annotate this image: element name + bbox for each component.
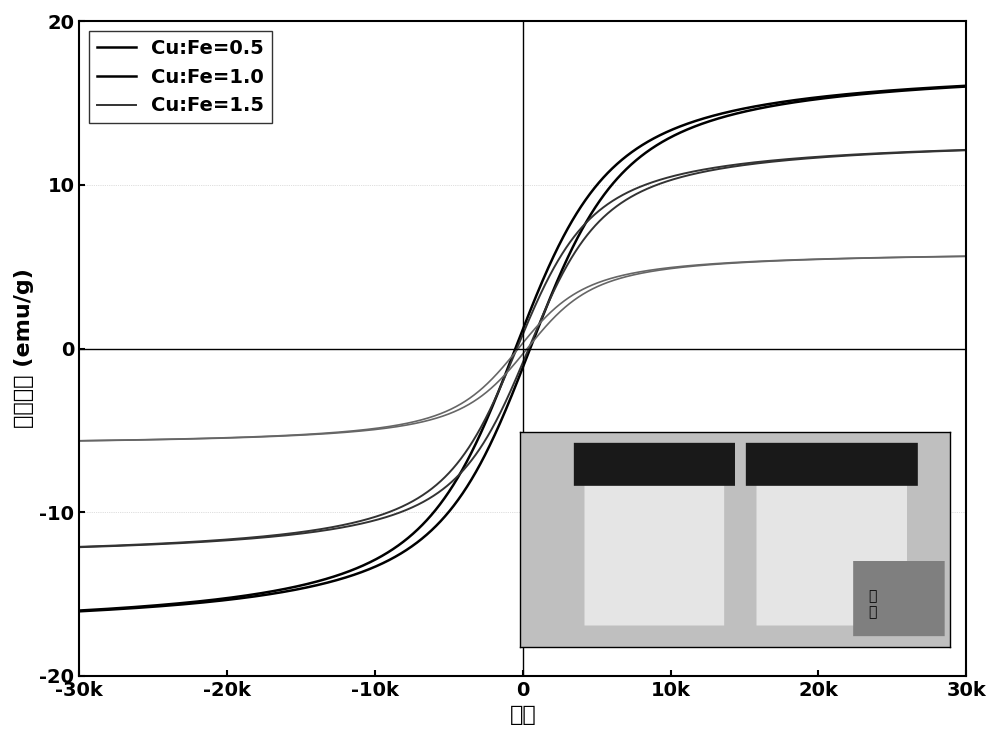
Cu:Fe=0.5: [481, 415, 493, 423]
Cu:Fe=1.5: [481, 379, 493, 388]
Line: Cu:Fe=0.5: Cu:Fe=0.5: [79, 86, 966, 610]
Cu:Fe=1.0: [481, 411, 493, 420]
Cu:Fe=1.0: [119, 541, 131, 550]
Cu:Fe=0.5: [960, 81, 972, 90]
Cu:Fe=1.5: [935, 252, 947, 261]
Cu:Fe=1.0: [73, 542, 85, 551]
Cu:Fe=0.5: [119, 603, 131, 612]
Line: Cu:Fe=1.0: Cu:Fe=1.0: [79, 150, 966, 547]
Text: 磁
铁: 磁 铁: [868, 589, 877, 619]
Cu:Fe=0.5: [772, 98, 784, 107]
Cu:Fe=1.0: [772, 156, 784, 165]
Cu:Fe=1.5: [119, 435, 131, 444]
X-axis label: 磁场: 磁场: [509, 705, 536, 725]
Line: Cu:Fe=1.5: Cu:Fe=1.5: [79, 256, 966, 440]
Cu:Fe=1.0: [505, 359, 517, 368]
Cu:Fe=0.5: [934, 83, 946, 92]
Cu:Fe=0.5: [73, 606, 85, 615]
Cu:Fe=1.5: [934, 252, 946, 261]
Cu:Fe=0.5: [935, 83, 947, 92]
Legend: Cu:Fe=0.5, Cu:Fe=1.0, Cu:Fe=1.5: Cu:Fe=0.5, Cu:Fe=1.0, Cu:Fe=1.5: [89, 31, 272, 123]
Cu:Fe=1.5: [772, 256, 784, 265]
Cu:Fe=1.5: [505, 353, 517, 362]
Cu:Fe=1.5: [73, 436, 85, 445]
Cu:Fe=1.0: [935, 146, 947, 155]
Cu:Fe=1.0: [960, 146, 972, 154]
Cu:Fe=0.5: [505, 356, 517, 365]
Cu:Fe=1.0: [934, 146, 946, 155]
Y-axis label: 磁化强度 (emu/g): 磁化强度 (emu/g): [14, 268, 34, 429]
Cu:Fe=1.5: [960, 252, 972, 261]
